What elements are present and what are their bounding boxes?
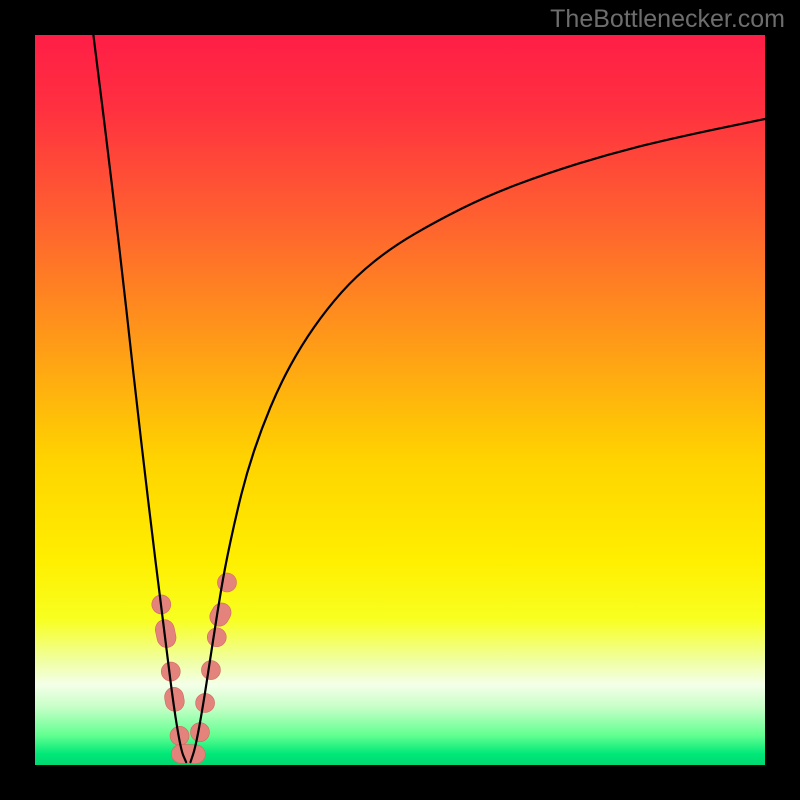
plot-background: [35, 35, 765, 765]
data-marker: [201, 661, 220, 680]
chart-svg: [0, 0, 800, 800]
chart-root: TheBottlenecker.com: [0, 0, 800, 800]
data-marker: [207, 628, 226, 647]
data-marker: [171, 744, 206, 764]
